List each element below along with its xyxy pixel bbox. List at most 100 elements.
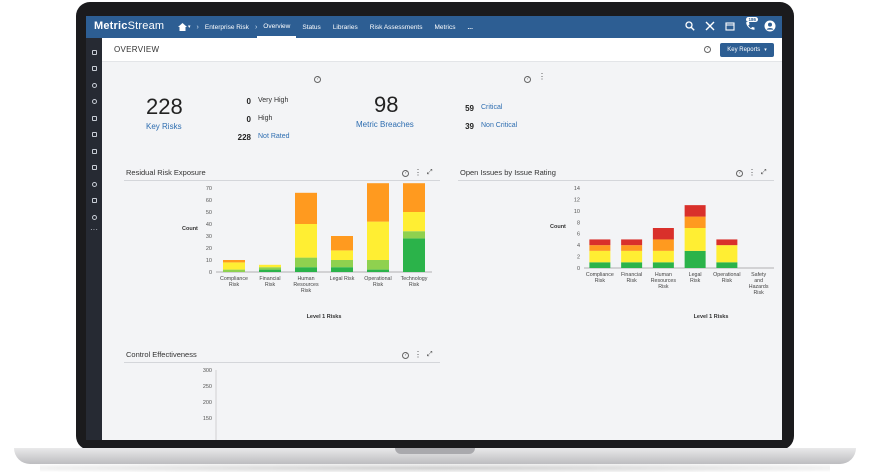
x-tick-label: Operational	[364, 276, 391, 282]
open-issues-tools: ? ⋮ ⤢	[736, 169, 767, 177]
laptop-shadow	[40, 464, 830, 472]
sidebar-home-icon[interactable]	[86, 44, 102, 61]
residual-risk-title: Residual Risk Exposure	[126, 168, 206, 177]
more-options-icon[interactable]: ⋮	[414, 168, 422, 177]
x-tick-label: Human	[655, 272, 672, 278]
sidebar-globe-icon[interactable]	[86, 77, 102, 94]
help-icon[interactable]: ?	[704, 46, 711, 53]
x-tick-label: Legal	[689, 272, 702, 278]
sidebar-refresh-icon[interactable]	[86, 176, 102, 193]
kpi-help-icon[interactable]: ?	[314, 76, 321, 83]
very-high-count: 0	[246, 97, 251, 106]
bar-segment	[403, 231, 425, 239]
not-rated-link[interactable]: Not Rated	[258, 133, 290, 140]
bar-segment	[367, 221, 389, 260]
notification-badge: 186	[746, 17, 758, 22]
x-tick-label: Human	[297, 276, 314, 282]
help-icon[interactable]: ?	[402, 169, 409, 177]
bar-segment	[589, 239, 611, 246]
nav-enterprise-risk[interactable]: Enterprise Risk	[204, 23, 249, 31]
bar-segment	[223, 262, 245, 270]
bar-segment	[367, 260, 389, 270]
nav-status[interactable]: Status	[302, 23, 321, 31]
y-tick-label: 0	[209, 270, 212, 276]
x-tick-label: Risk	[265, 282, 276, 288]
search-icon[interactable]	[684, 20, 696, 32]
x-tick-label: Risk	[722, 278, 733, 284]
y-tick-label: 300	[203, 368, 212, 374]
sidebar-folder-icon[interactable]	[86, 193, 102, 210]
x-tick-label: Risk	[595, 278, 606, 284]
help-icon[interactable]: ?	[402, 351, 409, 359]
home-icon[interactable]: ▾	[172, 16, 197, 38]
sidebar-layers-icon[interactable]	[86, 61, 102, 78]
brand-bold: Metric	[94, 20, 128, 32]
expand-icon[interactable]: ⤢	[427, 169, 433, 176]
y-tick-label: 6	[577, 232, 580, 238]
high-count: 0	[246, 115, 251, 124]
bar-segment	[589, 250, 611, 263]
help-icon[interactable]: ?	[736, 169, 743, 177]
key-reports-button[interactable]: Key Reports ▾	[720, 43, 774, 57]
sidebar-more-icon[interactable]: ···	[90, 224, 98, 234]
x-axis-label: Level 1 Risks	[694, 314, 729, 320]
non-critical-link[interactable]: Non Critical	[481, 122, 518, 129]
residual-risk-chart: Count010203040506070ComplianceRiskFinanc…	[182, 183, 432, 320]
nav-risk-assessments[interactable]: Risk Assessments	[369, 23, 423, 31]
metric-breaches-label[interactable]: Metric Breaches	[356, 120, 414, 129]
calendar-icon[interactable]	[724, 20, 736, 32]
nav-overview[interactable]: Overview	[257, 16, 297, 38]
y-tick-label: 40	[206, 222, 212, 228]
bar-segment	[367, 269, 389, 272]
nav-metrics[interactable]: Metrics	[434, 23, 456, 31]
left-sidebar: ···	[86, 38, 102, 440]
more-options-icon[interactable]: ⋮	[748, 168, 756, 177]
bar-segment	[259, 269, 281, 272]
x-tick-label: Financial	[621, 272, 642, 278]
page-header: OVERVIEW ? Key Reports ▾	[102, 38, 782, 62]
sidebar-document-icon[interactable]	[86, 143, 102, 160]
chevron-down-icon: ▾	[764, 47, 767, 53]
bar-segment	[621, 239, 643, 246]
expand-icon[interactable]: ⤢	[427, 351, 433, 358]
key-risks-label[interactable]: Key Risks	[146, 122, 182, 131]
nav-separator-icon: ›	[196, 23, 199, 31]
y-tick-label: 200	[203, 400, 212, 406]
panel-divider	[458, 180, 774, 181]
sidebar-help-icon[interactable]	[86, 209, 102, 226]
y-tick-label: 60	[206, 198, 212, 204]
x-tick-label: and	[754, 278, 763, 284]
critical-link[interactable]: Critical	[481, 104, 503, 111]
sidebar-settings-icon[interactable]	[86, 94, 102, 111]
very-high-label: Very High	[258, 97, 289, 104]
brand-logo[interactable]: MetricStream	[94, 20, 164, 32]
kpi-help-icon-2[interactable]: ?	[524, 76, 531, 83]
nav-more[interactable]: ...	[467, 23, 473, 31]
user-avatar-icon[interactable]	[764, 20, 776, 32]
phone-icon[interactable]	[744, 20, 756, 32]
sidebar-stack-icon[interactable]	[86, 160, 102, 177]
x-tick-label: Technology	[401, 276, 428, 282]
sidebar-grid-icon[interactable]	[86, 110, 102, 127]
control-effectiveness-title: Control Effectiveness	[126, 350, 197, 359]
app-screen: MetricStream ▾ › Enterprise Risk › Overv…	[86, 16, 782, 440]
bar-segment	[295, 267, 317, 272]
nav-separator-icon: ›	[254, 23, 258, 31]
bar-segment	[716, 239, 738, 246]
nav-libraries[interactable]: Libraries	[332, 23, 358, 31]
y-tick-label: 30	[206, 234, 212, 240]
bar-segment	[331, 260, 353, 268]
expand-icon[interactable]: ⤢	[761, 169, 767, 176]
y-tick-label: 20	[206, 246, 212, 252]
kpi-options-icon[interactable]: ⋮	[538, 72, 546, 81]
sidebar-chart-icon[interactable]	[86, 127, 102, 144]
more-options-icon[interactable]: ⋮	[414, 350, 422, 359]
x-tick-label: Risk	[658, 284, 669, 290]
bar-segment	[621, 245, 643, 251]
x-tick-label: Risk	[301, 288, 312, 294]
page-title: OVERVIEW	[114, 45, 160, 54]
bar-segment	[259, 267, 281, 270]
control-effectiveness-chart: 300 250 200 150	[203, 368, 217, 440]
bar-segment	[589, 245, 611, 251]
tools-icon[interactable]	[704, 20, 716, 32]
